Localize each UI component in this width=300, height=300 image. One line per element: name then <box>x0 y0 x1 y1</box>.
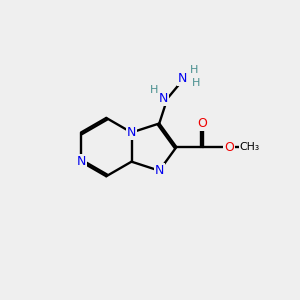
Text: H: H <box>150 85 158 95</box>
Text: H: H <box>192 78 201 88</box>
Text: H: H <box>190 65 199 75</box>
Text: N: N <box>76 155 86 168</box>
Text: N: N <box>127 126 136 139</box>
Text: CH₃: CH₃ <box>240 142 260 152</box>
Text: N: N <box>159 92 168 105</box>
Text: O: O <box>224 141 234 154</box>
Text: N: N <box>178 72 188 85</box>
Text: N: N <box>154 164 164 177</box>
Text: O: O <box>198 117 208 130</box>
